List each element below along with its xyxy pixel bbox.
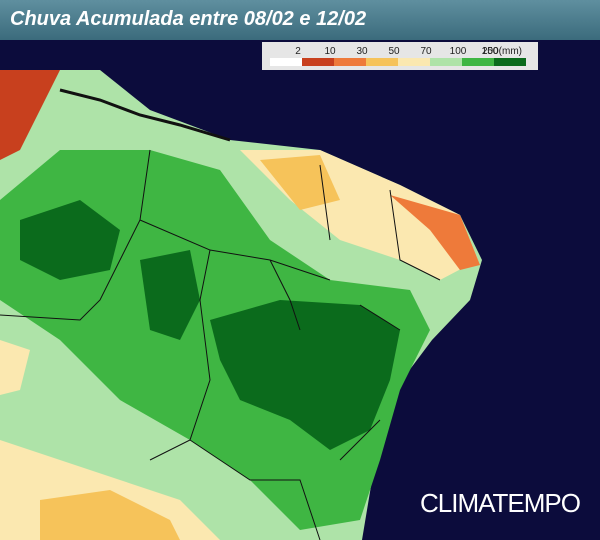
legend-value: 70 <box>420 46 432 57</box>
legend-swatch <box>366 58 398 66</box>
legend-label: 100 <box>450 46 467 57</box>
legend-value: 200 <box>482 46 499 57</box>
legend-swatch <box>494 58 526 66</box>
zone-dark-green-mid <box>140 250 200 340</box>
zone-red <box>0 70 60 160</box>
legend-swatch <box>430 58 462 66</box>
legend-value: 150 <box>482 46 499 57</box>
legend-label: 30 <box>356 46 368 57</box>
legend-swatch <box>334 58 366 66</box>
zone-yellow-west <box>0 340 30 395</box>
title: Chuva Acumulada entre 08/02 e 12/02 <box>10 8 366 30</box>
legend-value: 100 <box>450 46 467 57</box>
legend-value: 30 <box>356 46 368 57</box>
legend-unit: (mm) <box>499 46 522 57</box>
state-borders <box>0 149 441 540</box>
legend-label: 150 <box>482 46 499 57</box>
map <box>0 40 600 540</box>
zone-dark-green <box>210 300 400 450</box>
legend-value: 50 <box>388 46 400 57</box>
legend-label: 10 <box>324 46 336 57</box>
zone-orange <box>390 195 480 270</box>
legend-label: 50 <box>388 46 400 57</box>
coastline-amazon <box>59 88 231 142</box>
legend-swatch <box>398 58 430 66</box>
legend-label: 200(mm) <box>482 46 522 57</box>
zone-orange-south <box>40 490 180 540</box>
legend-swatch <box>270 58 302 66</box>
legend-label: 70 <box>420 46 432 57</box>
legend-swatch <box>462 58 494 66</box>
legend-swatch <box>302 58 334 66</box>
legend-label: 2 <box>295 46 301 57</box>
brand: CLIMATEMPO <box>420 488 580 518</box>
legend-value: 2 <box>295 46 301 57</box>
header-bar <box>0 0 600 40</box>
legend-value: 10 <box>324 46 336 57</box>
zone-dark-green-west <box>20 200 120 280</box>
